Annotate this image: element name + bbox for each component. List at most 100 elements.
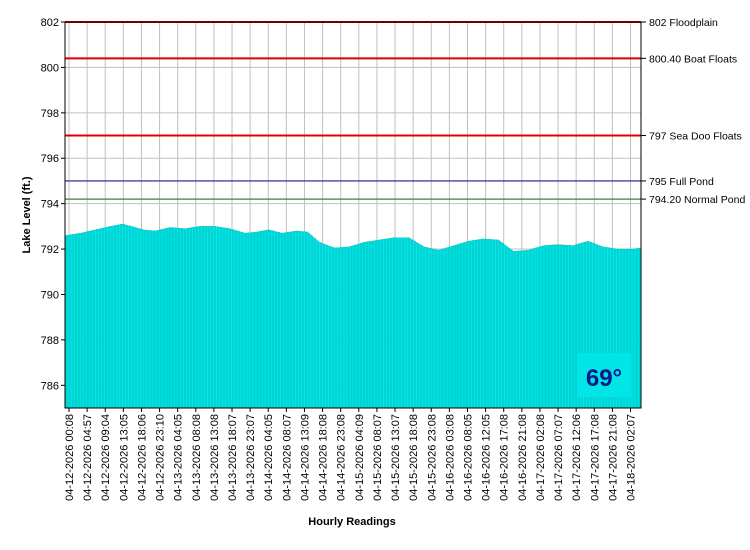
level-bar bbox=[167, 227, 170, 409]
level-bar bbox=[637, 248, 640, 409]
x-tick-label: 04-14-2026 04:05 bbox=[263, 414, 275, 501]
x-tick-label: 04-14-2026 08:07 bbox=[281, 414, 293, 501]
x-tick-label: 04-15-2026 08:07 bbox=[372, 414, 384, 501]
x-tick-label: 04-14-2026 23:08 bbox=[336, 414, 348, 501]
level-bar bbox=[285, 232, 288, 409]
level-bar bbox=[220, 227, 222, 409]
x-tick-label: 04-15-2026 04:09 bbox=[354, 414, 366, 501]
level-bar bbox=[185, 228, 188, 409]
level-bar bbox=[349, 246, 352, 409]
level-bar bbox=[431, 248, 434, 409]
level-bar bbox=[190, 227, 193, 409]
level-bar bbox=[539, 246, 542, 409]
x-tick-label: 04-12-2026 09:04 bbox=[100, 414, 112, 501]
level-bar bbox=[175, 227, 178, 409]
level-bar bbox=[205, 226, 207, 409]
x-tick-label: 04-17-2026 21:08 bbox=[607, 414, 619, 501]
x-tick-label: 04-16-2026 21:08 bbox=[517, 414, 529, 501]
level-bar bbox=[372, 240, 375, 409]
level-bar bbox=[502, 243, 504, 409]
x-tick-label: 04-17-2026 07:07 bbox=[553, 414, 565, 501]
level-bar bbox=[567, 245, 570, 409]
level-bar bbox=[391, 237, 394, 409]
level-bar bbox=[232, 229, 234, 409]
x-tick-label: 04-16-2026 17:08 bbox=[499, 414, 511, 501]
level-bar bbox=[384, 238, 387, 409]
level-bar bbox=[522, 250, 525, 409]
level-bar bbox=[415, 242, 418, 409]
level-bar bbox=[69, 234, 72, 409]
level-bar bbox=[342, 247, 345, 409]
level-bar bbox=[146, 230, 149, 409]
level-bar bbox=[264, 230, 267, 409]
level-bar bbox=[176, 227, 179, 409]
level-bar bbox=[381, 239, 384, 409]
level-bar bbox=[396, 237, 398, 409]
level-bar bbox=[525, 250, 528, 409]
y-tick-label: 794 bbox=[41, 199, 59, 211]
level-bar bbox=[518, 250, 521, 409]
level-bar bbox=[299, 231, 301, 409]
level-bar bbox=[139, 228, 142, 409]
y-tick-label: 792 bbox=[41, 244, 59, 256]
level-bar bbox=[448, 246, 451, 409]
level-bar bbox=[400, 237, 403, 409]
level-bar bbox=[248, 232, 251, 409]
level-bar bbox=[439, 249, 442, 409]
level-bar bbox=[634, 248, 637, 409]
x-tick-label: 04-16-2026 12:05 bbox=[481, 414, 493, 501]
level-bar bbox=[142, 229, 145, 409]
level-bar bbox=[566, 245, 569, 409]
level-bar bbox=[457, 244, 460, 409]
level-bar bbox=[73, 233, 76, 409]
level-bar bbox=[552, 244, 555, 409]
level-bar bbox=[551, 244, 554, 409]
level-bar bbox=[421, 245, 424, 409]
level-bar bbox=[451, 245, 454, 409]
level-bar bbox=[373, 240, 376, 409]
x-tick-label: 04-12-2026 04:57 bbox=[82, 414, 94, 501]
level-bar bbox=[160, 229, 163, 409]
level-bar bbox=[467, 240, 470, 409]
level-bar bbox=[272, 230, 275, 409]
level-bar bbox=[367, 241, 370, 409]
level-bar bbox=[472, 240, 475, 409]
level-bar bbox=[117, 224, 119, 409]
level-bar bbox=[118, 224, 121, 409]
level-bar bbox=[137, 228, 140, 409]
level-bar bbox=[494, 239, 497, 409]
level-bar bbox=[282, 232, 285, 409]
level-bar bbox=[487, 239, 489, 409]
level-bar bbox=[66, 235, 69, 409]
y-axis-title: Lake Level (ft.) bbox=[21, 176, 33, 253]
level-bar bbox=[255, 231, 258, 409]
level-bar bbox=[345, 246, 348, 409]
level-bar bbox=[91, 230, 94, 409]
y-axis: 786 788 790 792 794 796 798 800 802 bbox=[41, 17, 65, 392]
level-bar bbox=[569, 245, 572, 409]
level-bar bbox=[355, 244, 358, 409]
level-bar bbox=[402, 237, 404, 409]
level-bar bbox=[154, 230, 157, 409]
level-bar bbox=[411, 239, 413, 409]
level-bar bbox=[305, 231, 307, 409]
level-bar bbox=[564, 244, 567, 409]
level-bar bbox=[181, 228, 184, 409]
level-bar bbox=[230, 228, 233, 409]
level-bar bbox=[376, 240, 379, 409]
x-tick-label: 04-13-2026 23:07 bbox=[245, 414, 257, 501]
level-bar bbox=[114, 225, 116, 409]
level-bar bbox=[499, 240, 501, 409]
level-bar bbox=[463, 242, 466, 409]
x-tick-label: 04-16-2026 03:08 bbox=[444, 414, 456, 501]
level-bar bbox=[331, 247, 334, 409]
level-bar bbox=[531, 248, 534, 409]
level-bar bbox=[88, 230, 91, 409]
level-bar bbox=[543, 245, 546, 409]
level-bar bbox=[300, 231, 303, 409]
level-bar bbox=[111, 225, 113, 409]
level-bar bbox=[323, 243, 325, 409]
level-bar bbox=[557, 244, 560, 409]
level-bar bbox=[249, 232, 252, 409]
level-bar bbox=[517, 250, 519, 409]
